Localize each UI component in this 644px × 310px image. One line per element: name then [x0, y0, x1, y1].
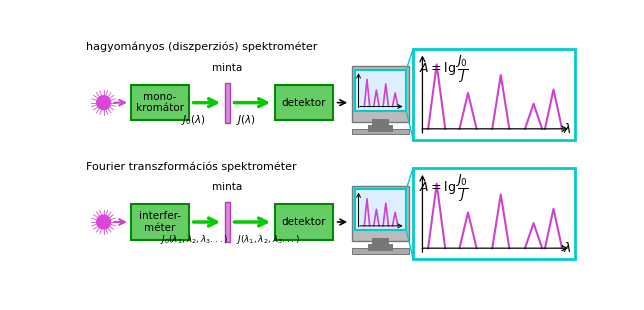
- Text: detektor: detektor: [281, 217, 326, 227]
- Bar: [371, 127, 390, 131]
- Text: mono-
kromátor: mono- kromátor: [136, 92, 184, 113]
- Text: interfer-
méter: interfer- méter: [139, 211, 181, 233]
- Bar: [371, 247, 390, 250]
- Text: $\lambda$: $\lambda$: [563, 122, 572, 136]
- Bar: [352, 66, 410, 122]
- Circle shape: [97, 215, 111, 229]
- Text: hagyományos (diszperziós) spektrométer: hagyományos (diszperziós) spektrométer: [86, 42, 317, 52]
- FancyBboxPatch shape: [225, 202, 230, 242]
- FancyBboxPatch shape: [131, 85, 189, 120]
- Bar: [355, 69, 406, 111]
- Bar: [352, 186, 410, 241]
- Text: minta: minta: [212, 182, 242, 192]
- Bar: [352, 129, 410, 134]
- FancyBboxPatch shape: [225, 83, 230, 123]
- Text: $J(\lambda)$: $J(\lambda)$: [236, 113, 256, 127]
- Text: $A = \mathrm{lg}\,\dfrac{J_0}{J}$: $A = \mathrm{lg}\,\dfrac{J_0}{J}$: [419, 53, 469, 85]
- Circle shape: [97, 96, 111, 109]
- Text: $A = \mathrm{lg}\,\dfrac{J_0}{J}$: $A = \mathrm{lg}\,\dfrac{J_0}{J}$: [419, 172, 469, 204]
- Text: $J_0(\lambda)$: $J_0(\lambda)$: [181, 113, 206, 127]
- FancyBboxPatch shape: [131, 204, 189, 240]
- Text: $J_0(\lambda_1,\lambda_2,\lambda_3...)$: $J_0(\lambda_1,\lambda_2,\lambda_3...)$: [160, 233, 228, 246]
- Text: minta: minta: [212, 63, 242, 73]
- Text: $\lambda$: $\lambda$: [563, 241, 572, 255]
- Bar: [355, 189, 406, 230]
- Bar: [413, 49, 575, 140]
- Text: detektor: detektor: [281, 98, 326, 108]
- FancyBboxPatch shape: [274, 204, 333, 240]
- FancyBboxPatch shape: [274, 85, 333, 120]
- Bar: [352, 248, 410, 254]
- Bar: [413, 168, 575, 259]
- Text: Fourier transzformációs spektrométer: Fourier transzformációs spektrométer: [86, 161, 297, 172]
- Text: $J(\lambda_1,\lambda_2,\lambda_3...)$: $J(\lambda_1,\lambda_2,\lambda_3...)$: [236, 233, 300, 246]
